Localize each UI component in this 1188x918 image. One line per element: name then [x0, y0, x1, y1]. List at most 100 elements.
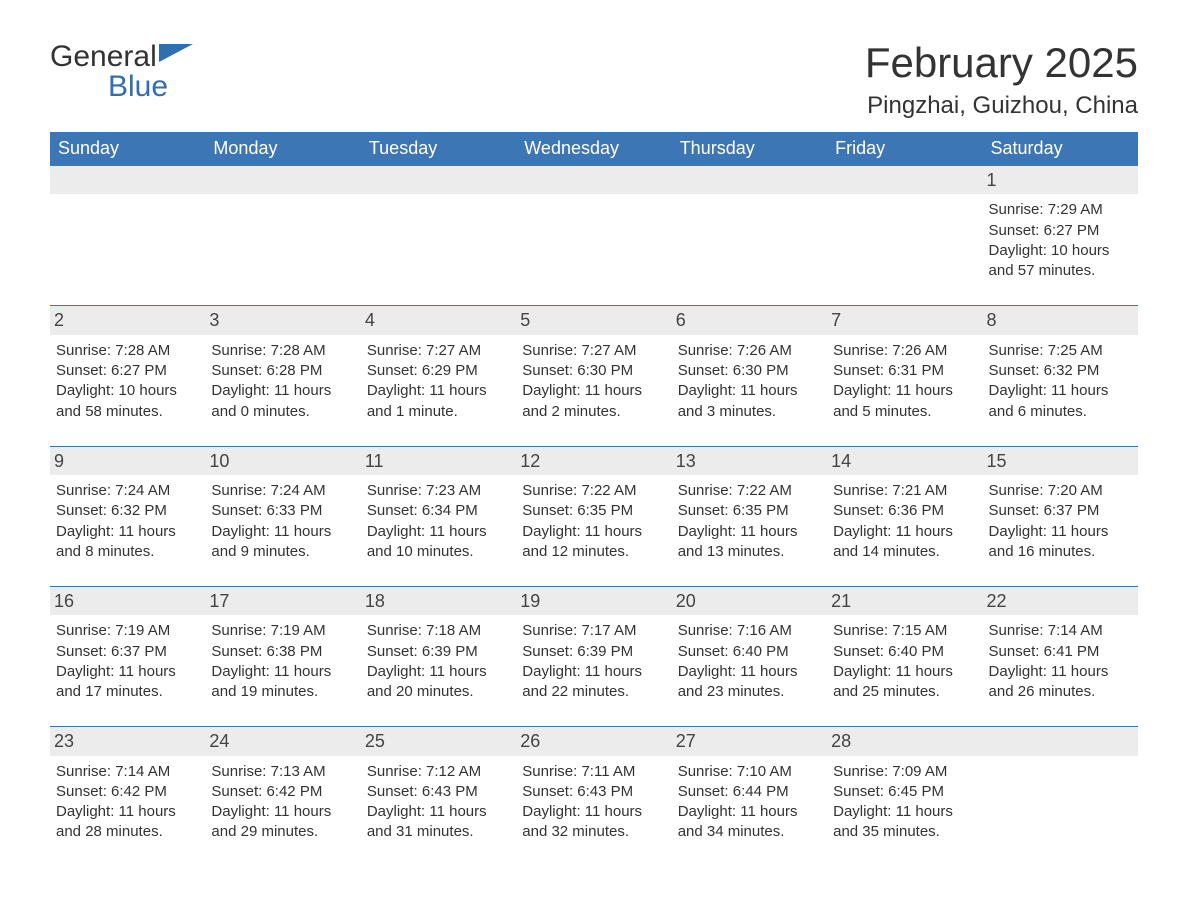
sunset-line: Sunset: 6:35 PM: [678, 501, 821, 521]
daylight-line: Daylight: 11 hours and 26 minutes.: [989, 662, 1132, 703]
day-number: 12: [516, 447, 671, 475]
calendar-day-cell: [361, 166, 516, 306]
day-number: 5: [516, 306, 671, 334]
daylight-line: Daylight: 11 hours and 17 minutes.: [56, 662, 199, 703]
day-number: 4: [361, 306, 516, 334]
calendar-day-cell: 13Sunrise: 7:22 AMSunset: 6:35 PMDayligh…: [672, 446, 827, 586]
day-number: 7: [827, 306, 982, 334]
day-number: 2: [50, 306, 205, 334]
sunset-line: Sunset: 6:33 PM: [211, 501, 354, 521]
sunset-line: Sunset: 6:40 PM: [833, 642, 976, 662]
calendar-day-cell: [827, 166, 982, 306]
calendar-day-cell: 8Sunrise: 7:25 AMSunset: 6:32 PMDaylight…: [983, 306, 1138, 446]
sunrise-line: Sunrise: 7:22 AM: [522, 481, 665, 501]
calendar-day-cell: 27Sunrise: 7:10 AMSunset: 6:44 PMDayligh…: [672, 727, 827, 867]
day-number: 15: [983, 447, 1138, 475]
day-number: [983, 727, 1138, 755]
day-number: 18: [361, 587, 516, 615]
daylight-line: Daylight: 11 hours and 0 minutes.: [211, 381, 354, 422]
calendar-day-cell: 15Sunrise: 7:20 AMSunset: 6:37 PMDayligh…: [983, 446, 1138, 586]
sunrise-line: Sunrise: 7:16 AM: [678, 621, 821, 641]
sunset-line: Sunset: 6:42 PM: [56, 782, 199, 802]
sunset-line: Sunset: 6:37 PM: [56, 642, 199, 662]
sunrise-line: Sunrise: 7:09 AM: [833, 762, 976, 782]
calendar-day-cell: 10Sunrise: 7:24 AMSunset: 6:33 PMDayligh…: [205, 446, 360, 586]
daylight-line: Daylight: 11 hours and 35 minutes.: [833, 802, 976, 843]
daylight-line: Daylight: 11 hours and 1 minute.: [367, 381, 510, 422]
sunrise-line: Sunrise: 7:24 AM: [211, 481, 354, 501]
calendar-day-cell: 20Sunrise: 7:16 AMSunset: 6:40 PMDayligh…: [672, 587, 827, 727]
day-number: [50, 166, 205, 194]
calendar-day-cell: 23Sunrise: 7:14 AMSunset: 6:42 PMDayligh…: [50, 727, 205, 867]
day-number: 20: [672, 587, 827, 615]
calendar-day-cell: 17 Sunrise: 7:19 AMSunset: 6:38 PMDayligh…: [205, 587, 360, 727]
sunset-line: Sunset: 6:27 PM: [56, 361, 199, 381]
sunrise-line: Sunrise: 7:17 AM: [522, 621, 665, 641]
weekday-header-row: SundayMondayTuesdayWednesdayThursdayFrid…: [50, 132, 1138, 166]
page-header: General Blue February 2025 Pingzhai, Gui…: [50, 40, 1138, 120]
sunset-line: Sunset: 6:40 PM: [678, 642, 821, 662]
sunrise-line: Sunrise: 7:20 AM: [989, 481, 1132, 501]
sunrise-line: Sunrise: 7:22 AM: [678, 481, 821, 501]
sunrise-line: Sunrise: 7:28 AM: [211, 341, 354, 361]
daylight-line: Daylight: 11 hours and 19 minutes.: [211, 662, 354, 703]
calendar-thead: SundayMondayTuesdayWednesdayThursdayFrid…: [50, 132, 1138, 166]
calendar-day-cell: 26Sunrise: 7:11 AMSunset: 6:43 PMDayligh…: [516, 727, 671, 867]
calendar-day-cell: 25 Sunrise: 7:12 AMSunset: 6:43 PMDayligh…: [361, 727, 516, 867]
day-number: 21: [827, 587, 982, 615]
weekday-header: Wednesday: [516, 132, 671, 166]
calendar-day-cell: 16Sunrise: 7:19 AMSunset: 6:37 PMDayligh…: [50, 587, 205, 727]
sunrise-line: Sunrise: 7:12 AM: [367, 762, 510, 782]
calendar-day-cell: 19Sunrise: 7:17 AMSunset: 6:39 PMDayligh…: [516, 587, 671, 727]
calendar-week-row: 2Sunrise: 7:28 AMSunset: 6:27 PMDaylight…: [50, 306, 1138, 446]
daylight-line: Daylight: 11 hours and 31 minutes.: [367, 802, 510, 843]
sunrise-line: Sunrise: 7:26 AM: [678, 341, 821, 361]
day-number: 27: [672, 727, 827, 755]
day-number: 22: [983, 587, 1138, 615]
calendar-day-cell: [983, 727, 1138, 867]
brand-name-part2: Blue: [108, 70, 168, 103]
daylight-line: Daylight: 10 hours and 57 minutes.: [989, 241, 1132, 282]
calendar-week-row: 23Sunrise: 7:14 AMSunset: 6:42 PMDayligh…: [50, 727, 1138, 867]
calendar-week-row: 1Sunrise: 7:29 AMSunset: 6:27 PMDaylight…: [50, 166, 1138, 306]
calendar-week-row: 9Sunrise: 7:24 AMSunset: 6:32 PMDaylight…: [50, 446, 1138, 586]
day-number: [361, 166, 516, 194]
location: Pingzhai, Guizhou, China: [865, 92, 1138, 120]
daylight-line: Daylight: 11 hours and 2 minutes.: [522, 381, 665, 422]
calendar-day-cell: 24Sunrise: 7:13 AMSunset: 6:42 PMDayligh…: [205, 727, 360, 867]
brand-logo: General Blue: [50, 40, 193, 102]
day-number: 13: [672, 447, 827, 475]
day-number: 17: [205, 587, 360, 615]
calendar-day-cell: 2Sunrise: 7:28 AMSunset: 6:27 PMDaylight…: [50, 306, 205, 446]
sunset-line: Sunset: 6:43 PM: [367, 782, 510, 802]
daylight-line: Daylight: 11 hours and 3 minutes.: [678, 381, 821, 422]
day-number: 19: [516, 587, 671, 615]
sunrise-line: Sunrise: 7:14 AM: [989, 621, 1132, 641]
sunset-line: Sunset: 6:44 PM: [678, 782, 821, 802]
sunset-line: Sunset: 6:32 PM: [56, 501, 199, 521]
sunset-line: Sunset: 6:30 PM: [678, 361, 821, 381]
sunset-line: Sunset: 6:38 PM: [211, 642, 354, 662]
sunrise-line: Sunrise: 7:19 AM: [211, 621, 354, 641]
day-number: [516, 166, 671, 194]
calendar-day-cell: 11Sunrise: 7:23 AMSunset: 6:34 PMDayligh…: [361, 446, 516, 586]
calendar-day-cell: 22Sunrise: 7:14 AMSunset: 6:41 PMDayligh…: [983, 587, 1138, 727]
day-number: 25: [361, 727, 516, 755]
sunrise-line: Sunrise: 7:15 AM: [833, 621, 976, 641]
day-number: 1: [983, 166, 1138, 194]
daylight-line: Daylight: 11 hours and 12 minutes.: [522, 522, 665, 563]
day-number: 6: [672, 306, 827, 334]
daylight-line: Daylight: 10 hours and 58 minutes.: [56, 381, 199, 422]
sunset-line: Sunset: 6:35 PM: [522, 501, 665, 521]
daylight-line: Daylight: 11 hours and 16 minutes.: [989, 522, 1132, 563]
sunrise-line: Sunrise: 7:29 AM: [989, 200, 1132, 220]
day-number: [827, 166, 982, 194]
sunrise-line: Sunrise: 7:10 AM: [678, 762, 821, 782]
daylight-line: Daylight: 11 hours and 25 minutes.: [833, 662, 976, 703]
sunset-line: Sunset: 6:39 PM: [522, 642, 665, 662]
month-title: February 2025: [865, 40, 1138, 86]
weekday-header: Tuesday: [361, 132, 516, 166]
sunrise-line: Sunrise: 7:27 AM: [367, 341, 510, 361]
daylight-line: Daylight: 11 hours and 20 minutes.: [367, 662, 510, 703]
calendar-body: 1Sunrise: 7:29 AMSunset: 6:27 PMDaylight…: [50, 166, 1138, 867]
